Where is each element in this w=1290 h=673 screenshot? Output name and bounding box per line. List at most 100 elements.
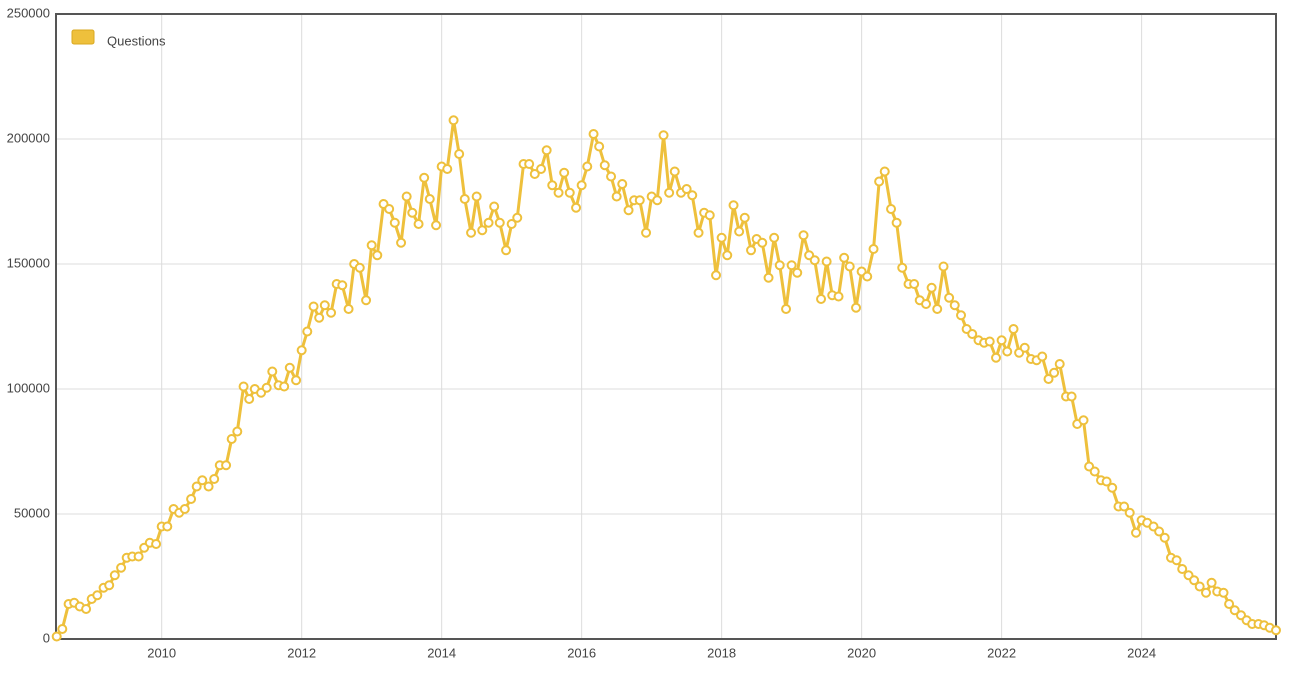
data-point — [833, 291, 844, 302]
data-point — [483, 217, 494, 228]
data-point — [1019, 342, 1030, 353]
data-point — [623, 205, 634, 216]
data-point — [1224, 599, 1235, 609]
data-point — [419, 172, 430, 183]
y-tick-label: 150000 — [7, 255, 50, 270]
data-point — [658, 130, 669, 141]
data-point — [891, 217, 902, 228]
data-point — [722, 250, 733, 261]
y-tick-label: 250000 — [7, 5, 50, 20]
data-point — [1159, 532, 1170, 543]
data-point — [209, 474, 220, 484]
data-point — [839, 252, 850, 263]
data-point — [746, 245, 757, 256]
series-line — [55, 118, 1277, 638]
data-point — [442, 164, 453, 174]
data-point — [1078, 415, 1089, 426]
data-point — [792, 267, 803, 278]
data-point — [191, 481, 202, 492]
data-point — [704, 210, 715, 221]
data-point — [1049, 367, 1060, 378]
data-point — [186, 494, 197, 504]
data-point — [547, 180, 558, 191]
data-point — [116, 562, 127, 573]
data-point — [238, 381, 249, 392]
data-point — [739, 212, 750, 223]
x-tick-label: 2022 — [987, 645, 1016, 660]
data-point — [769, 232, 780, 243]
data-point — [92, 590, 103, 601]
data-point — [413, 219, 424, 229]
data-point — [267, 366, 278, 377]
data-point — [716, 232, 727, 243]
data-point — [431, 220, 442, 231]
data-point — [302, 326, 313, 337]
data-point — [459, 194, 470, 204]
data-point — [798, 230, 809, 241]
data-point — [384, 204, 395, 214]
data-point — [51, 631, 62, 642]
data-point — [926, 282, 937, 293]
data-point — [197, 475, 208, 486]
data-point — [564, 187, 575, 198]
data-point — [984, 336, 995, 347]
y-tick-label: 50000 — [14, 505, 50, 520]
data-point — [1201, 587, 1212, 598]
data-point — [921, 299, 932, 309]
data-point — [588, 129, 599, 139]
data-point — [407, 207, 418, 218]
data-point — [1229, 605, 1240, 616]
data-point — [372, 250, 383, 261]
data-point — [337, 280, 348, 291]
data-point — [226, 434, 237, 444]
data-point — [652, 195, 663, 206]
data-point — [641, 227, 652, 238]
data-point — [494, 217, 505, 228]
data-point — [711, 270, 722, 281]
data-point — [57, 624, 68, 634]
data-point — [879, 166, 890, 177]
data-point — [529, 169, 540, 179]
data-point — [553, 187, 564, 198]
data-point — [1154, 526, 1165, 537]
data-point — [851, 302, 862, 313]
data-point — [634, 195, 645, 206]
data-point — [944, 292, 955, 303]
data-point — [886, 204, 897, 214]
data-point — [401, 191, 412, 202]
data-point — [396, 237, 407, 248]
data-point — [786, 260, 797, 271]
data-point — [669, 166, 680, 177]
x-tick-label: 2020 — [847, 645, 876, 660]
data-point — [728, 200, 739, 211]
data-point — [232, 426, 243, 437]
data-point — [1206, 577, 1217, 588]
data-point — [1008, 324, 1019, 334]
data-point — [1037, 351, 1048, 362]
plot-border — [55, 13, 1277, 640]
data-point — [991, 352, 1002, 363]
data-point — [599, 160, 610, 171]
data-point — [133, 551, 144, 562]
data-point — [319, 300, 330, 311]
x-tick-label: 2010 — [147, 645, 176, 660]
data-point — [781, 304, 792, 314]
data-point — [512, 212, 523, 223]
data-point — [757, 237, 768, 248]
data-point — [1101, 476, 1112, 487]
y-tick-label: 0 — [43, 630, 50, 645]
data-point — [109, 570, 120, 581]
data-point — [279, 381, 290, 392]
x-tick-label: 2012 — [287, 645, 316, 660]
data-point — [862, 271, 873, 282]
data-point — [996, 335, 1007, 346]
data-point — [424, 194, 435, 204]
data-point — [874, 176, 885, 187]
data-point — [844, 261, 855, 272]
data-point — [1043, 374, 1054, 384]
data-point — [734, 226, 745, 237]
data-point — [448, 115, 459, 126]
data-point — [506, 219, 517, 229]
